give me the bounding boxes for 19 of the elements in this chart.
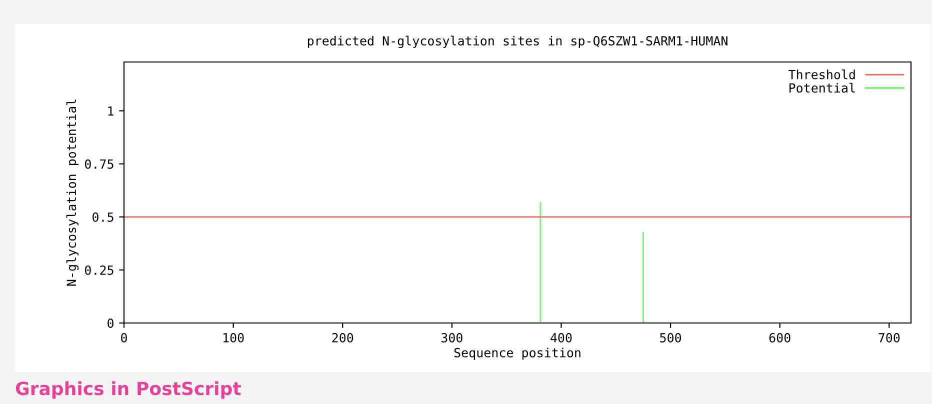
y-tick-label: 0 — [108, 318, 114, 328]
x-axis-title: Sequence position — [454, 348, 580, 360]
legend-label: Threshold — [788, 70, 855, 80]
x-tick-label: 0 — [121, 333, 127, 342]
x-tick-label: 700 — [878, 333, 900, 342]
x-tick-label: 400 — [550, 333, 572, 342]
x-tick-label: 200 — [332, 333, 354, 342]
x-tick-label: 100 — [224, 333, 244, 342]
chart-title: predicted N-glycosylation sites in sp-Q6SZW1-SARM1-HUMAN — [308, 36, 728, 48]
y-tick-label: 1 — [108, 106, 114, 116]
y-axis-title: N-glycosylation potential — [66, 100, 79, 286]
x-tick-label: 300 — [441, 333, 462, 342]
y-tick-label: 0.5 — [92, 212, 114, 222]
legend-label: Potential — [789, 82, 855, 93]
y-tick-label: 0.75 — [84, 159, 114, 169]
x-tick-label: 600 — [769, 333, 790, 342]
y-tick-label: 0.25 — [84, 265, 114, 275]
text: Graphics in PostScript — [16, 381, 241, 399]
x-tick-label: 500 — [660, 333, 682, 342]
